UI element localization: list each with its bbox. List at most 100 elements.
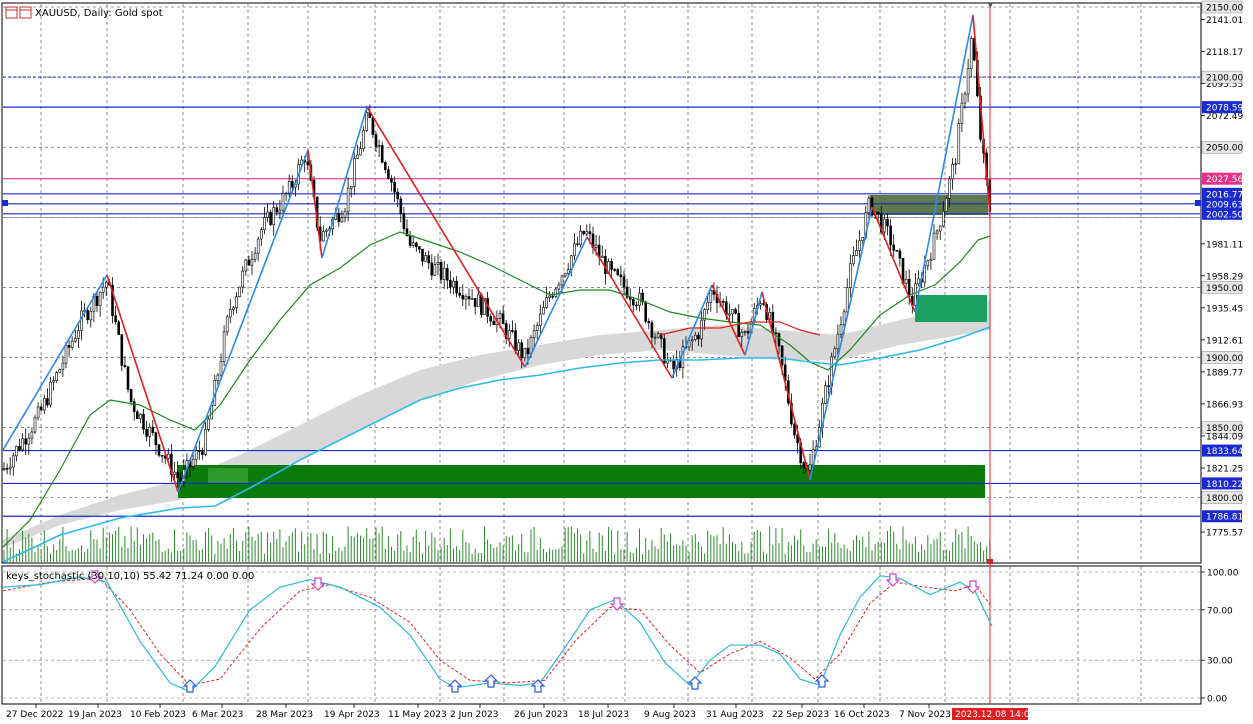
candle-body [430,262,434,276]
chart-header: XAUUSD, Daily: Gold spot keys_stochastic… [5,6,254,582]
candle-body [306,161,310,166]
candle-body [77,330,80,339]
price-tag-label: 2050.00 [1206,144,1243,154]
candle-body [622,276,626,288]
moving-average-red [659,321,821,336]
candle-body [746,331,750,334]
candle-body [160,454,164,457]
price-tag [1202,197,1242,210]
candle-body [129,389,133,402]
candle-body [15,446,18,457]
zigzag-segment [809,206,873,481]
sell-arrow-icon [87,570,103,584]
candle-body [405,228,409,236]
candle-body [514,330,517,351]
candle-body [653,336,657,339]
price-tag-label: 2100.00 [1206,74,1243,84]
buy-arrow-icon [814,674,830,688]
candle-body [504,323,508,339]
time-label: 28 Mar 2023 [256,710,313,720]
candle-body [30,431,34,439]
candle-body [573,243,576,257]
candle-body [442,268,446,280]
window-icon[interactable] [5,6,18,19]
candle-body [170,453,173,475]
zigzag-segment [914,14,974,313]
candle-body [625,286,629,298]
candle-body [554,288,558,297]
candle-body [232,307,235,310]
candle-body [656,333,660,338]
price-label: 1844.09 [1206,432,1243,442]
time-label: 2 Jun 2023 [450,710,498,720]
candle-body [793,423,796,436]
candle-body [281,193,285,211]
zigzag-segment [761,291,811,481]
symbol-title: XAUUSD, Daily: Gold spot [35,8,163,19]
candle-body [473,298,477,307]
left-level-handle[interactable] [2,200,8,206]
indicator-area[interactable] [1,565,1202,705]
price-tag [1201,140,1243,154]
candle-body [136,411,139,419]
shift-marker-icon[interactable] [988,3,993,8]
candle-body [774,332,778,335]
candle-body [743,331,747,333]
window-icon[interactable] [19,6,32,19]
zigzag-segment [972,14,991,216]
candle-body [139,413,142,419]
candle-body [114,315,117,323]
price-tag [1202,477,1242,490]
indicator-axis-label: 100.00 [1207,569,1239,579]
candle-body [879,213,883,233]
candle-body [895,250,899,252]
candle-body [501,313,505,324]
candle-body [876,211,880,215]
candle-body [616,269,620,276]
price-tag [1201,70,1243,84]
candle-body [241,270,244,288]
candle-body [424,255,427,262]
price-tag [1201,421,1243,434]
time-label: 7 Nov 2023 [899,710,951,720]
candle-body [858,240,861,251]
candle-body [433,264,437,276]
candle-body [852,255,855,265]
candle-body [98,292,102,306]
cursor-time-label: 2023.12.08 14:00 [955,710,1036,720]
price-tag [1202,510,1242,523]
candle-body [287,181,291,194]
candle-body [644,301,648,322]
candle-body [703,309,706,321]
candle-body [706,302,710,310]
candle-body [963,93,967,104]
candle-body [734,309,737,314]
price-label: 1981.11 [1206,240,1243,250]
candle-body [545,297,548,308]
candle-body [21,438,24,451]
candle-body [563,273,567,277]
moving-average-green [2,231,991,548]
price-tag-label: 1786.81 [1206,513,1243,523]
price-label: 2141.01 [1206,16,1243,26]
candle-body [275,207,279,213]
time-label: 27 Dec 2022 [6,710,64,720]
right-level-handle[interactable] [1195,200,1201,206]
price-tag [1202,207,1242,220]
candle-body [42,398,46,411]
candle-body [827,385,830,387]
candle-body [582,230,586,235]
zigzag-segment [366,106,526,368]
candle-body [883,218,886,233]
candle-body [650,322,654,338]
zigzag-segment [671,284,713,379]
candle-body [777,333,781,347]
candle-body [207,418,210,430]
candle-body [222,331,226,362]
price-label: 1912.61 [1206,336,1243,346]
candle-body [256,238,260,254]
candle-body [492,320,496,325]
candle-body [641,292,644,303]
price-label: 1775.57 [1206,529,1243,539]
